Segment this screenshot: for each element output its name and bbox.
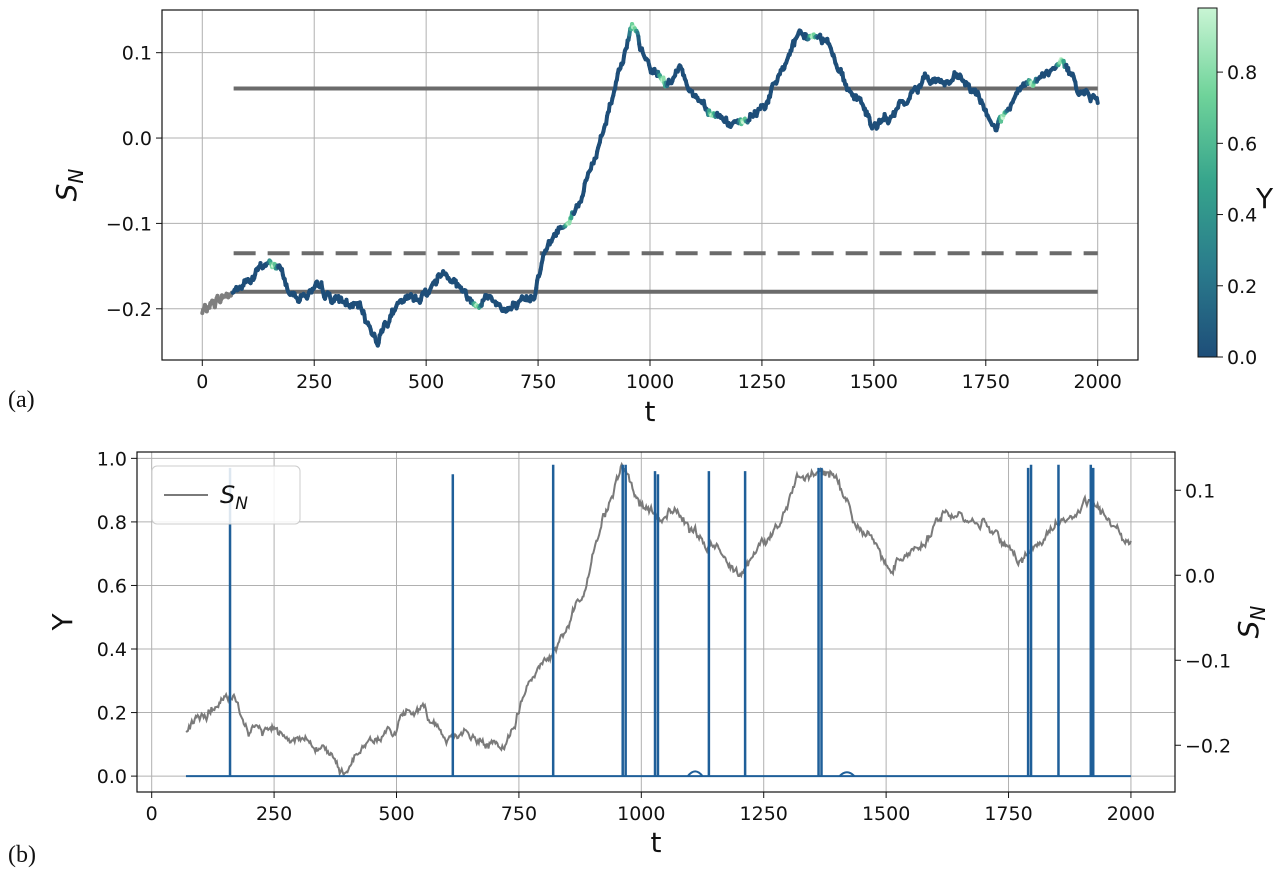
x-tick-label: 2000: [1074, 371, 1122, 393]
right-tick-label: −0.1: [1185, 650, 1231, 672]
x-tick-label: 750: [520, 371, 556, 393]
x-tick-label: 1250: [738, 371, 786, 393]
y-bump: [687, 770, 704, 777]
x-tick-label: 1500: [850, 371, 898, 393]
y-tick-label: 0.1: [122, 43, 152, 65]
colorbar-gradient: [1197, 7, 1218, 358]
y-axis-label: Y: [46, 613, 79, 632]
x-tick-label: 750: [501, 803, 537, 825]
x-tick-label: 1000: [617, 803, 665, 825]
sn-segment: [1094, 96, 1100, 106]
x-tick-label: 1500: [862, 803, 910, 825]
panel-b-frame: [136, 451, 1176, 793]
y-tick-label: −0.1: [106, 213, 152, 235]
y-tick-label: 0.4: [97, 639, 127, 661]
colorbar-label: Y: [1255, 182, 1274, 215]
panel-a-chart: 0 250 500 750 1000 1250 1500 1750 2000 −0.2 −0.1 0.…: [50, 9, 1139, 428]
y-bump: [838, 771, 856, 777]
y-tick-label: 0.6: [97, 575, 127, 597]
y-tick-label: 0.0: [122, 128, 152, 150]
y-tick-label: 1.0: [97, 448, 127, 470]
right-tick-label: −0.2: [1185, 735, 1231, 757]
x-tick-label: 1250: [740, 803, 788, 825]
right-tick-label: 0.1: [1185, 480, 1215, 502]
x-axis-label: t: [645, 395, 656, 428]
y-axis-label: SN: [50, 169, 88, 202]
panel-label-a: (a): [8, 387, 35, 413]
y-tick-label: 0.0: [97, 766, 127, 788]
right-tick-label: 0.0: [1185, 565, 1215, 587]
y-tick-label: 0.8: [97, 512, 127, 534]
x-tick-label: 1750: [962, 371, 1010, 393]
colorbar-tick-label: 0.6: [1227, 133, 1257, 155]
x-axis-label: t: [651, 826, 662, 859]
colorbar-tick-label: 0.4: [1227, 205, 1257, 227]
x-tick-label: 1000: [626, 371, 674, 393]
legend: SN: [151, 465, 301, 525]
right-axis-label: SN: [1232, 606, 1270, 639]
x-tick-label: 0: [196, 371, 208, 393]
x-tick-label: 500: [408, 371, 444, 393]
colorbar-tick-label: 0.8: [1227, 62, 1257, 84]
x-tick-label: 500: [378, 803, 414, 825]
colorbar: 0.0 0.2 0.4 0.6 0.8 Y: [1197, 7, 1274, 369]
y-tick-label: −0.2: [106, 299, 152, 321]
panel-b-chart: 0 250 500 750 1000 1250 1500 1750 2000 0.0 0.2 0.4 0…: [46, 448, 1270, 859]
panel-label-b: (b): [8, 842, 36, 868]
x-tick-label: 250: [296, 371, 332, 393]
x-tick-label: 0: [146, 803, 158, 825]
colorbar-tick-label: 0.2: [1227, 276, 1257, 298]
x-tick-label: 1750: [984, 803, 1032, 825]
panel-a-frame: [161, 9, 1139, 361]
x-tick-label: 2000: [1107, 803, 1155, 825]
x-tick-label: 250: [256, 803, 292, 825]
legend-box: [151, 465, 301, 525]
y-tick-label: 0.2: [97, 703, 127, 725]
colorbar-tick-label: 0.0: [1227, 347, 1257, 369]
